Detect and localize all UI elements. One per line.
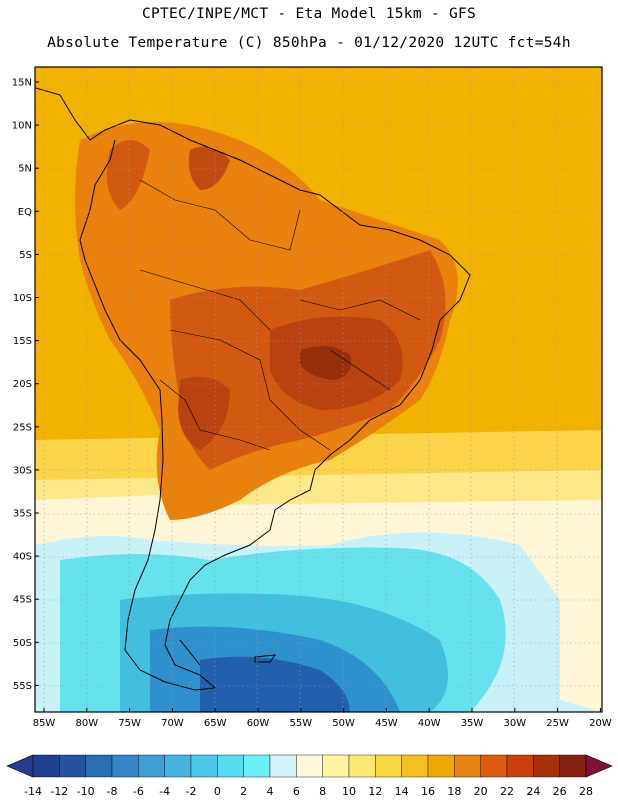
colorbar-swatch — [533, 754, 560, 778]
colorbar-label: 8 — [319, 785, 326, 798]
colorbar-swatch — [217, 754, 244, 778]
colorbar-label: 22 — [500, 785, 514, 798]
colorbar-label: 0 — [214, 785, 221, 798]
lat-label: 30S — [13, 465, 32, 476]
colorbar: -14 -12 -10 -8 -6 -4 -2 0 2 4 6 8 10 12 14 16 18 20 22 24 26… — [6, 754, 613, 798]
colorbar-label: 26 — [553, 785, 567, 798]
colorbar-swatch — [559, 754, 587, 778]
colorbar-swatch — [375, 754, 402, 778]
colorbar-swatch — [111, 754, 139, 778]
colorbar-swatch — [85, 754, 113, 778]
title-line-1: CPTEC/INPE/MCT - Eta Model 15km - GFS — [141, 6, 477, 22]
colorbar-label: 20 — [474, 785, 488, 798]
colorbar-label: 2 — [240, 785, 247, 798]
colorbar-swatch — [59, 754, 86, 778]
lon-label: 70W — [161, 718, 184, 729]
colorbar-label: 4 — [267, 785, 274, 798]
colorbar-label: 24 — [526, 785, 540, 798]
lon-label: 50W — [332, 718, 355, 729]
colorbar-swatch — [138, 754, 165, 778]
colorbar-label: 18 — [447, 785, 461, 798]
lat-label: EQ — [18, 207, 32, 218]
lon-label: 25W — [546, 718, 569, 729]
colorbar-swatch — [454, 754, 481, 778]
lat-label: 35S — [13, 509, 32, 520]
lon-label: 30W — [503, 718, 526, 729]
lon-label: 35W — [461, 718, 484, 729]
colorbar-swatch — [190, 754, 218, 778]
latitude-labels: 15N 10N 5N EQ 5S 10S 15S 20S 25S 30S 35S 40S 45S 50S 5… — [12, 78, 39, 692]
lon-label: 80W — [75, 718, 98, 729]
map-border — [34, 66, 603, 713]
colorbar-label: 28 — [579, 785, 593, 798]
lat-label: 10N — [12, 121, 32, 132]
colorbar-swatch — [427, 754, 455, 778]
lon-label: 40W — [418, 718, 441, 729]
colorbar-swatch — [164, 754, 192, 778]
colorbar-label: -6 — [133, 785, 144, 798]
lat-label: 15N — [12, 78, 32, 89]
colorbar-swatch — [296, 754, 323, 778]
longitude-labels: 85W 80W 75W 70W 65W 60W 55W 50W 45W 40W 35W 30W 25W 2… — [33, 708, 612, 729]
colorbar-left-cap — [6, 754, 34, 778]
colorbar-right-cap — [585, 754, 613, 778]
lat-label: 5N — [18, 164, 32, 175]
lon-label: 60W — [247, 718, 270, 729]
lat-label: 55S — [13, 681, 32, 692]
lat-label: 5S — [19, 250, 32, 261]
colorbar-label: -2 — [186, 785, 197, 798]
colorbar-swatch — [269, 754, 297, 778]
colorbar-label: 10 — [342, 785, 356, 798]
colorbar-label: 6 — [293, 785, 300, 798]
colorbar-label: -10 — [77, 785, 95, 798]
colorbar-swatch — [401, 754, 429, 778]
colorbar-swatch — [348, 754, 376, 778]
lon-label: 65W — [204, 718, 227, 729]
colorbar-swatch — [480, 754, 508, 778]
colorbar-label: -14 — [24, 785, 42, 798]
lat-label: 45S — [13, 595, 32, 606]
lat-label: 40S — [13, 552, 32, 563]
colorbar-swatch — [32, 754, 60, 778]
lat-label: 50S — [13, 638, 32, 649]
lat-label: 25S — [13, 422, 32, 433]
lon-label: 55W — [289, 718, 312, 729]
colorbar-swatch — [243, 754, 271, 778]
colorbar-label: -12 — [50, 785, 68, 798]
title-line-2: Absolute Temperature (C) 850hPa - 01/12/… — [47, 35, 571, 51]
lat-label: 15S — [13, 336, 32, 347]
colorbar-label: -8 — [107, 785, 118, 798]
colorbar-label: 14 — [395, 785, 409, 798]
coastlines — [35, 87, 471, 691]
colorbar-label: -4 — [159, 785, 170, 798]
borders — [139, 179, 421, 451]
graticule — [35, 67, 602, 712]
lat-label: 10S — [13, 293, 32, 304]
lon-label: 45W — [375, 718, 398, 729]
lat-label: 20S — [13, 379, 32, 390]
colorbar-swatch — [322, 754, 350, 778]
lon-label: 20W — [589, 718, 612, 729]
colorbar-swatch — [506, 754, 534, 778]
temperature-fill — [35, 67, 602, 712]
colorbar-label: 12 — [368, 785, 382, 798]
lon-label: 85W — [33, 718, 56, 729]
lon-label: 75W — [118, 718, 141, 729]
colorbar-label: 16 — [421, 785, 435, 798]
